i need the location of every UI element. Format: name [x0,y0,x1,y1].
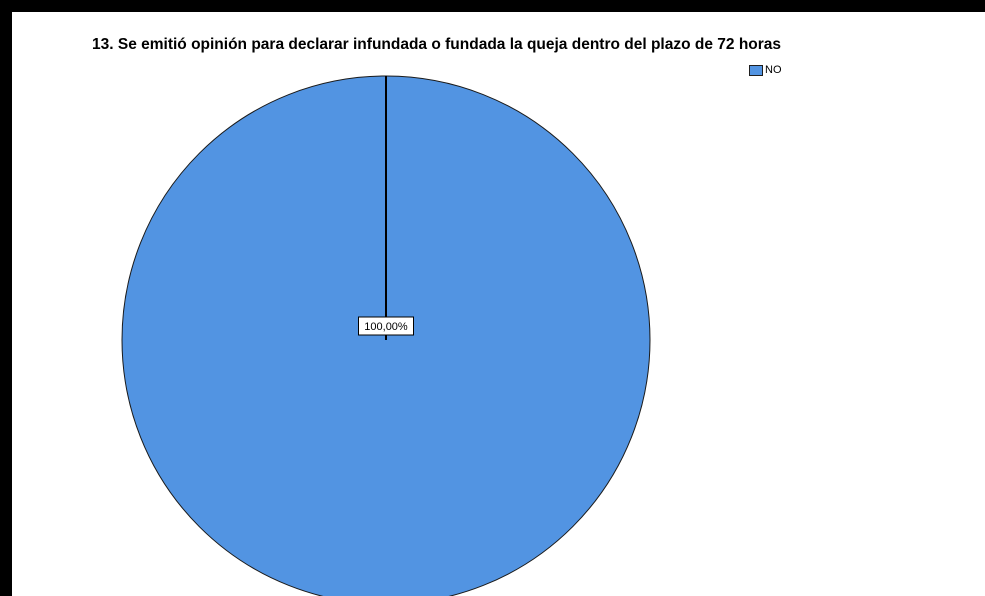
data-label: 100,00% [364,321,408,333]
chart-title: 13. Se emitió opinión para declarar infu… [92,36,782,53]
legend-swatch-no [749,64,763,76]
legend-label-no: NO [765,64,782,76]
data-label-box [358,316,414,336]
chart-legend: NO [749,64,782,76]
